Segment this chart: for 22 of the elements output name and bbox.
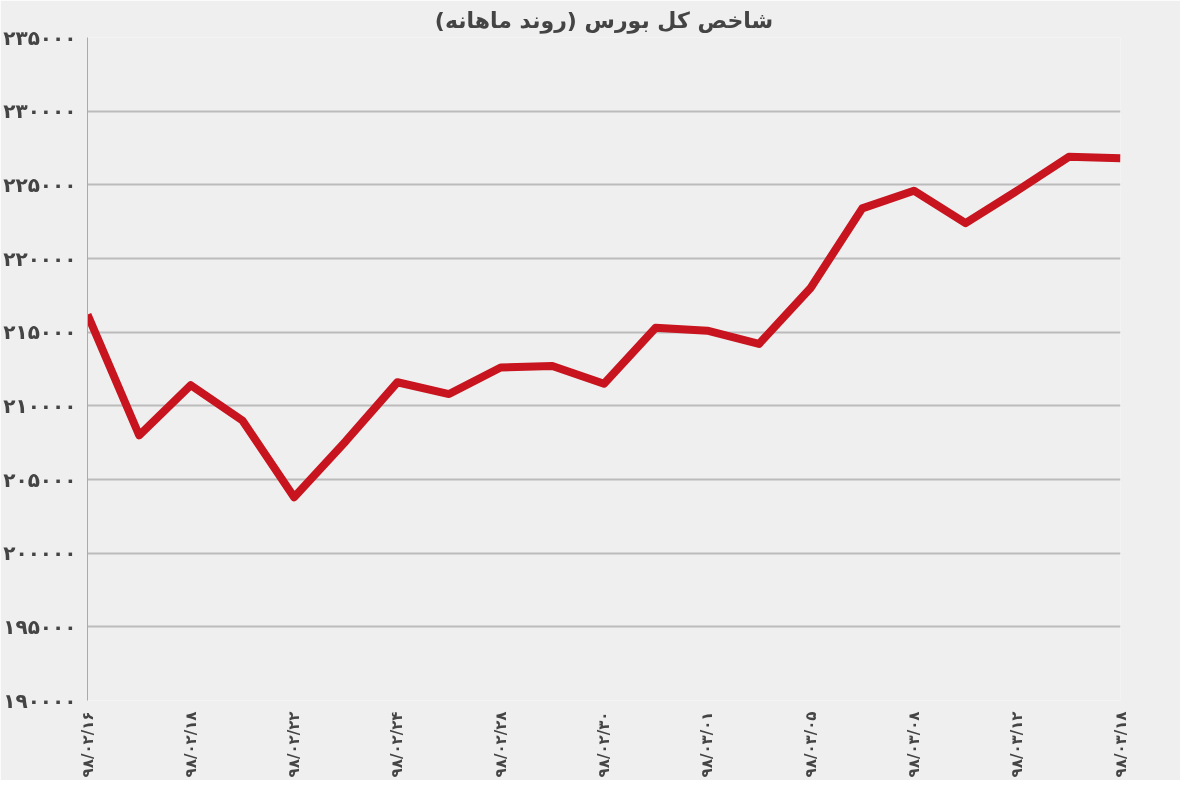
x-tick-label: ۹۸/۰۳/۰۵	[801, 711, 820, 778]
y-tick-label: ۲۰۵۰۰۰	[3, 467, 77, 492]
chart-title: شاخص کل بورس (روند ماهانه)	[434, 7, 774, 34]
x-tick-label: ۹۸/۰۲/۳۰	[595, 711, 613, 778]
y-tick-label: ۲۳۵۰۰۰	[3, 25, 77, 50]
y-tick-label: ۲۳۰۰۰۰	[3, 99, 77, 124]
x-tick-label: ۹۸/۰۳/۰۸	[904, 711, 923, 778]
x-tick-label: ۹۸/۰۳/۱۲	[1008, 711, 1027, 778]
y-tick-label: ۲۲۰۰۰۰	[3, 246, 77, 271]
x-tick-label: ۹۸/۰۳/۱۸	[1111, 711, 1130, 778]
x-tick-label: ۹۸/۰۲/۲۴	[388, 711, 407, 778]
y-tick-label: ۱۹۵۰۰۰	[3, 614, 77, 639]
y-tick-label: ۲۱۰۰۰۰	[3, 393, 77, 418]
y-tick-label: ۲۰۰۰۰۰	[3, 541, 77, 566]
y-tick-label: ۲۲۵۰۰۰	[3, 172, 77, 197]
x-tick-label: ۹۸/۰۲/۱۸	[181, 711, 200, 778]
x-tick-label: ۹۸/۰۲/۱۶	[78, 711, 97, 778]
x-tick-label: ۹۸/۰۳/۰۱	[698, 711, 717, 778]
y-tick-label: ۲۱۵۰۰۰	[3, 320, 77, 345]
y-tick-label: ۱۹۰۰۰۰	[3, 688, 77, 713]
x-tick-label: ۹۸/۰۲/۲۲	[285, 711, 304, 778]
x-tick-label: ۹۸/۰۲/۲۸	[491, 711, 510, 778]
